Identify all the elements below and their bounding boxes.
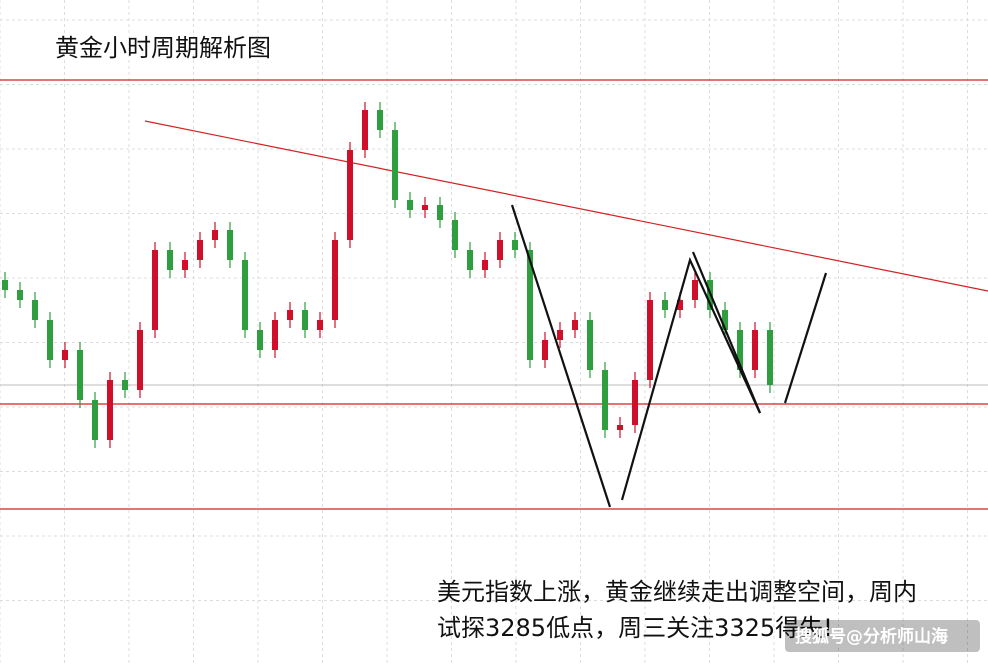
candle-body (137, 330, 143, 390)
candle-body (302, 310, 308, 330)
candle-body (677, 300, 683, 310)
candle-body (617, 425, 623, 430)
candle-body (437, 205, 443, 220)
candle-body (572, 320, 578, 330)
candle-body (452, 220, 458, 250)
candle-body (77, 350, 83, 400)
candle-body (2, 280, 8, 290)
chart-title: 黄金小时周期解析图 (55, 34, 271, 62)
candle-body (647, 300, 653, 380)
candle-body (482, 260, 488, 270)
candle-body (227, 230, 233, 260)
candle-body (692, 280, 698, 300)
candle-body (527, 250, 533, 360)
pattern-line (620, 256, 762, 501)
pattern-line (691, 251, 762, 414)
watermark: 搜狐号@分析师山海 (795, 626, 948, 647)
candle-body (467, 250, 473, 270)
candle-body (122, 380, 128, 390)
candle-body (377, 110, 383, 130)
watermark-bg (785, 620, 980, 652)
candle-body (197, 240, 203, 260)
pattern-line (783, 272, 828, 404)
candle-body (32, 300, 38, 320)
candle-body (392, 130, 398, 200)
candle-body (152, 250, 158, 330)
candle-body (752, 330, 758, 370)
candle-body (362, 110, 368, 150)
candle-body (632, 380, 638, 425)
candle-body (767, 330, 773, 385)
candle-body (347, 150, 353, 240)
candle-body (422, 205, 428, 210)
candle-body (737, 330, 743, 370)
candle-body (557, 330, 563, 340)
candle-body (542, 340, 548, 360)
candle-body (407, 200, 413, 210)
annotation: 美元指数上涨，黄金继续走出调整空间，周内 (437, 578, 917, 606)
candle-body (287, 310, 293, 320)
candle-body (107, 380, 113, 440)
pattern-line (510, 204, 612, 508)
candle-body (167, 250, 173, 270)
candle-body (332, 240, 338, 320)
candles (2, 102, 773, 448)
levels (0, 79, 988, 510)
candle-body (17, 290, 23, 300)
candle-body (587, 320, 593, 370)
candle-body (47, 320, 53, 360)
candle-body (257, 330, 263, 350)
candle-body (722, 310, 728, 330)
candle-body (212, 230, 218, 240)
candle-body (317, 320, 323, 330)
annotation: 试探3285低点，周三关注3325得失! (437, 614, 833, 642)
candle-body (602, 370, 608, 430)
candle-body (182, 260, 188, 270)
candle-body (497, 240, 503, 260)
candle-body (662, 300, 668, 310)
candle-body (62, 350, 68, 360)
candle-body (512, 240, 518, 250)
candle-body (92, 400, 98, 440)
trend-line (144, 120, 988, 292)
candle-body (272, 320, 278, 350)
candle-body (242, 260, 248, 330)
